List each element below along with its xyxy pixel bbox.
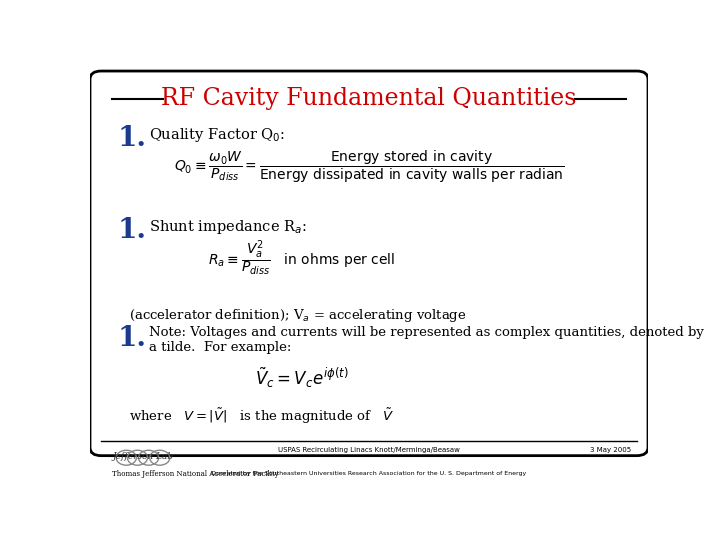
- Text: Shunt impedance R$_a$:: Shunt impedance R$_a$:: [148, 218, 306, 236]
- Text: RF Cavity Fundamental Quantities: RF Cavity Fundamental Quantities: [161, 87, 577, 110]
- Text: 1.: 1.: [118, 218, 147, 245]
- Text: Jefferson Lab: Jefferson Lab: [112, 452, 174, 461]
- Text: (accelerator definition); V$_a$ = accelerating voltage: (accelerator definition); V$_a$ = accele…: [129, 307, 467, 324]
- Text: Note: Voltages and currents will be represented as complex quantities, denoted b: Note: Voltages and currents will be repr…: [148, 326, 703, 354]
- Text: 1.: 1.: [118, 125, 147, 152]
- Text: 1.: 1.: [118, 325, 147, 352]
- Text: $R_a \equiv \dfrac{V_a^2}{P_{diss}}$   in ohms per cell: $R_a \equiv \dfrac{V_a^2}{P_{diss}}$ in …: [208, 239, 396, 278]
- Text: Thomas Jefferson National Accelerator Facility: Thomas Jefferson National Accelerator Fa…: [112, 470, 279, 478]
- Text: Quality Factor Q$_0$:: Quality Factor Q$_0$:: [148, 126, 284, 144]
- Text: Operated by the Southeastern Universities Research Association for the U. S. Dep: Operated by the Southeastern Universitie…: [212, 471, 526, 476]
- Text: USPAS Recirculating Linacs Knott/Merminga/Beasaw: USPAS Recirculating Linacs Knott/Merming…: [278, 447, 460, 453]
- FancyBboxPatch shape: [90, 71, 648, 456]
- Text: $Q_0 \equiv \dfrac{\omega_0 W}{P_{diss}} = \dfrac{\mathrm{Energy\ stored\ in\ ca: $Q_0 \equiv \dfrac{\omega_0 W}{P_{diss}}…: [174, 148, 564, 185]
- Text: 3 May 2005: 3 May 2005: [590, 447, 631, 453]
- Text: where   $V = |\tilde{V}|$   is the magnitude of   $\tilde{V}$: where $V = |\tilde{V}|$ is the magnitude…: [129, 407, 394, 426]
- Text: $\tilde{V}_c = V_c e^{i\phi(t)}$: $\tilde{V}_c = V_c e^{i\phi(t)}$: [255, 366, 349, 390]
